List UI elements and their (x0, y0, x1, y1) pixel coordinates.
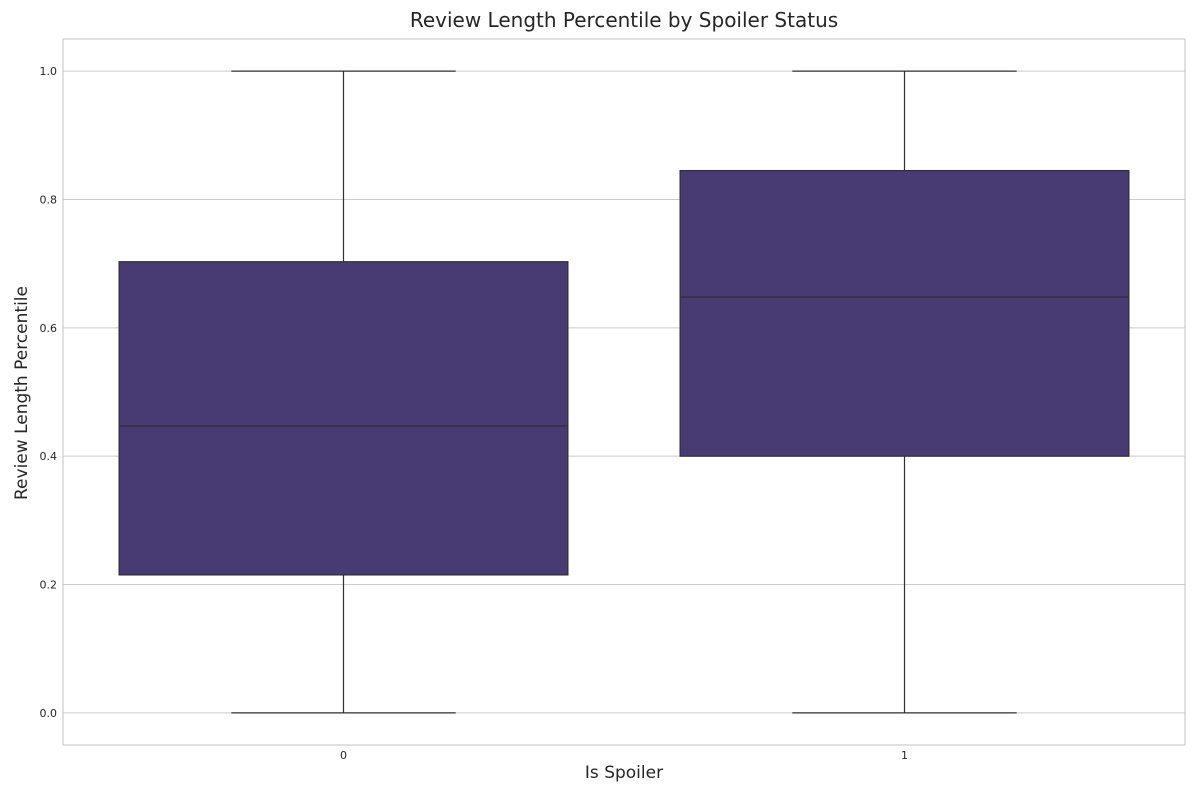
y-tick-label: 0.0 (40, 707, 58, 720)
box-group-0 (118, 70, 569, 714)
plot-frame (62, 38, 1186, 746)
y-tick-labels: 0.0 0.2 0.4 0.6 0.8 1.0 (40, 65, 58, 720)
boxes (118, 70, 1130, 714)
chart-title: Review Length Percentile by Spoiler Stat… (409, 8, 839, 32)
iqr-box (118, 261, 569, 576)
x-axis-label: Is Spoiler (584, 763, 664, 783)
iqr-box (679, 169, 1130, 457)
x-tick-label: 0 (340, 749, 347, 762)
y-tick-label: 0.4 (40, 450, 58, 463)
y-tick-label: 0.8 (40, 193, 58, 206)
x-tick-label: 1 (901, 749, 908, 762)
y-tick-label: 0.6 (40, 322, 58, 335)
box-group-1 (679, 70, 1130, 714)
y-tick-label: 1.0 (40, 65, 58, 78)
y-tick-label: 0.2 (40, 579, 58, 592)
